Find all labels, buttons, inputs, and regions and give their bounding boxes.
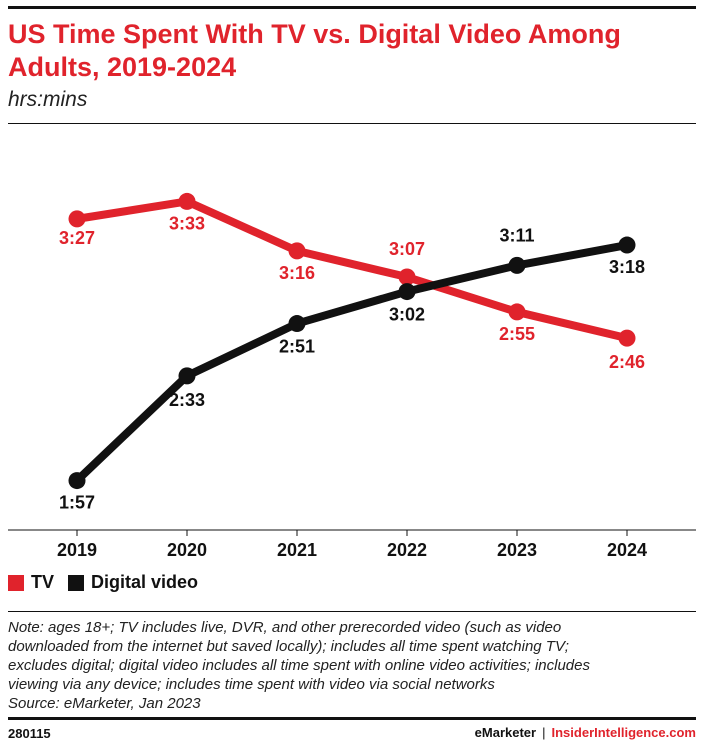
series-line-digital-video xyxy=(73,241,631,485)
line-chart: 2019 2020 2021 2022 2023 2024 3:27 3:33 3:16 3:07… xyxy=(8,192,696,560)
chart-id: 280115 xyxy=(8,726,51,741)
data-point-digital-video xyxy=(508,256,526,274)
data-point-tv xyxy=(178,192,196,210)
brand-separator: | xyxy=(542,725,546,740)
data-point-tv xyxy=(618,329,636,347)
data-point-digital-video xyxy=(288,315,306,333)
legend-swatch-tv xyxy=(8,574,24,591)
note-line: downloaded from the internet but saved l… xyxy=(8,638,569,655)
note-line: viewing via any device; includes time sp… xyxy=(8,676,495,693)
legend-label-digital-video: Digital video xyxy=(91,572,199,592)
data-point-tv xyxy=(398,268,416,286)
note-line: Note: ages 18+; TV includes live, DVR, a… xyxy=(8,619,562,636)
data-label-tv: 3:07 xyxy=(389,239,425,259)
x-tick-label: 2021 xyxy=(277,540,317,560)
footer-rule xyxy=(8,717,696,720)
brand-footer: eMarketer | InsiderIntelligence.com xyxy=(475,725,696,740)
data-label-tv: 3:33 xyxy=(169,213,205,233)
x-tick-label: 2024 xyxy=(607,540,647,560)
note-rule xyxy=(8,611,696,612)
note-line: excludes digital; digital video includes… xyxy=(8,657,590,674)
chart-note: Note: ages 18+; TV includes live, DVR, a… xyxy=(8,618,698,713)
data-label-digital-video: 3:02 xyxy=(389,305,425,325)
legend: TV Digital video xyxy=(8,572,212,593)
chart-subtitle: hrs:mins xyxy=(8,88,88,111)
x-tick-label: 2022 xyxy=(387,540,427,560)
data-label-tv: 2:46 xyxy=(609,352,645,372)
data-label-digital-video: 2:33 xyxy=(169,390,205,410)
legend-swatch-digital-video xyxy=(68,574,85,591)
chart-title: US Time Spent With TV vs. Digital Video … xyxy=(8,19,621,82)
data-label-tv: 3:27 xyxy=(59,228,95,248)
legend-label-tv: TV xyxy=(31,572,55,592)
plot-area: 2019 2020 2021 2022 2023 2024 3:27 3:33 3:16 3:07… xyxy=(8,192,696,560)
brand-insider-intelligence: InsiderIntelligence.com xyxy=(551,725,697,740)
data-label-digital-video: 2:51 xyxy=(279,337,315,357)
data-point-digital-video xyxy=(178,367,196,385)
brand-emarketer: eMarketer xyxy=(474,725,537,740)
data-point-digital-video xyxy=(398,283,416,301)
x-tick-label: 2020 xyxy=(167,540,207,560)
data-label-digital-video: 3:18 xyxy=(609,257,645,277)
data-point-tv xyxy=(288,242,306,260)
data-point-tv xyxy=(68,210,86,228)
top-rule xyxy=(8,6,696,9)
series-line-tv xyxy=(73,197,631,343)
data-point-digital-video xyxy=(618,236,636,254)
data-point-digital-video xyxy=(68,472,86,490)
data-label-digital-video: 3:11 xyxy=(499,225,534,245)
data-label-tv: 2:55 xyxy=(499,324,535,344)
legend-item-digital-video: Digital video xyxy=(68,572,198,593)
data-label-digital-video: 1:57 xyxy=(59,493,95,513)
header-rule xyxy=(8,123,696,124)
legend-item-tv: TV xyxy=(8,572,54,593)
x-tick-label: 2019 xyxy=(57,540,97,560)
data-point-tv xyxy=(508,303,526,321)
x-tick-label: 2023 xyxy=(497,540,537,560)
note-source: Source: eMarketer, Jan 2023 xyxy=(8,695,201,712)
data-label-tv: 3:16 xyxy=(279,263,315,283)
